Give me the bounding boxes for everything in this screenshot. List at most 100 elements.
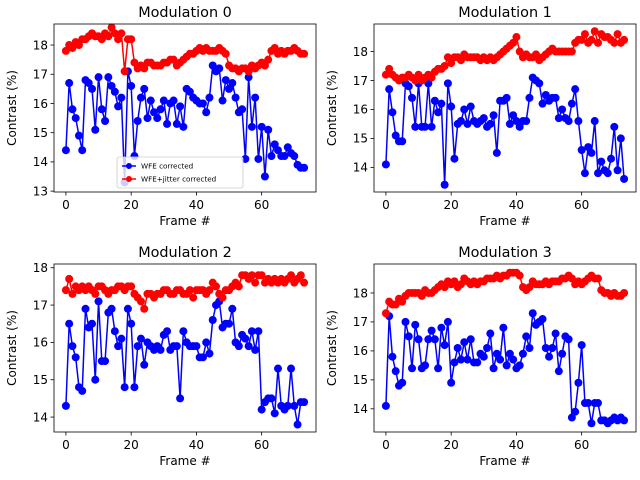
data-point	[123, 304, 132, 313]
data-point	[401, 317, 410, 326]
data-point	[440, 180, 449, 189]
data-point	[136, 297, 145, 306]
y-tick-label: 17	[33, 298, 48, 312]
data-point	[391, 367, 400, 376]
y-tick-label: 15	[353, 132, 368, 146]
data-point	[225, 319, 234, 328]
chart-title: Modulation 3	[458, 245, 552, 261]
data-point	[522, 117, 531, 126]
data-point	[185, 286, 194, 295]
data-point	[192, 342, 201, 351]
data-point	[176, 102, 185, 111]
data-point	[94, 73, 103, 82]
x-tick-label: 20	[444, 198, 459, 212]
data-point	[610, 122, 619, 131]
data-point	[267, 394, 276, 403]
data-point	[620, 174, 629, 183]
data-point	[205, 349, 214, 358]
data-point	[385, 85, 394, 94]
x-tick-label: 0	[382, 438, 390, 452]
data-point	[68, 43, 77, 52]
data-point	[489, 111, 498, 120]
data-point	[528, 309, 537, 318]
data-point	[300, 398, 309, 407]
data-point	[613, 30, 622, 39]
data-point	[127, 282, 136, 291]
data-point	[545, 352, 554, 361]
data-point	[270, 409, 279, 418]
data-point	[74, 41, 83, 50]
data-point	[221, 76, 230, 85]
data-point	[205, 286, 214, 295]
data-point	[381, 160, 390, 169]
data-point	[587, 419, 596, 428]
data-point	[163, 119, 172, 128]
y-tick-label: 18	[33, 38, 48, 52]
x-tick-label: 60	[254, 438, 269, 452]
data-point	[127, 81, 136, 90]
data-point	[473, 358, 482, 367]
data-point	[479, 114, 488, 123]
data-point	[267, 152, 276, 161]
data-point	[212, 282, 220, 291]
data-point	[558, 105, 567, 114]
data-point	[146, 96, 155, 105]
data-point	[411, 122, 420, 131]
data-point	[114, 35, 123, 44]
data-point	[574, 378, 583, 387]
data-point	[61, 401, 70, 410]
y-tick-label: 13	[33, 184, 48, 198]
data-point	[538, 315, 547, 324]
chart-title: Modulation 0	[138, 5, 232, 21]
data-point	[580, 30, 589, 39]
y-tick-label: 15	[33, 373, 48, 387]
data-point	[264, 55, 273, 64]
x-tick-label: 20	[124, 438, 139, 452]
data-point	[580, 169, 589, 178]
data-point	[97, 35, 106, 44]
data-point	[450, 358, 459, 367]
data-point	[460, 105, 469, 114]
data-point	[525, 93, 534, 102]
data-point	[620, 416, 629, 425]
y-tick-label: 16	[353, 344, 368, 358]
data-point	[65, 274, 74, 283]
data-point	[247, 271, 256, 280]
data-point	[463, 119, 472, 128]
data-point	[584, 399, 593, 408]
data-point	[264, 125, 273, 134]
data-point	[590, 117, 599, 126]
data-point	[163, 327, 172, 336]
data-point	[554, 114, 563, 123]
data-point	[172, 119, 181, 128]
x-tick-label: 40	[189, 198, 204, 212]
data-point	[218, 96, 227, 105]
data-point	[408, 93, 417, 102]
data-point	[140, 360, 149, 369]
data-point	[381, 309, 390, 318]
data-point	[509, 355, 518, 364]
data-point	[381, 401, 390, 410]
data-point	[202, 108, 211, 117]
data-point	[450, 154, 459, 163]
data-point	[567, 274, 576, 283]
data-point	[411, 320, 420, 329]
x-axis-label: Frame #	[159, 454, 210, 468]
data-point	[587, 148, 596, 157]
panel-3: 0 20 40 60 14 15 16 17 18 Modulation 3 Frame # Cont…	[325, 245, 637, 468]
data-point	[283, 401, 292, 410]
data-point	[234, 342, 243, 351]
data-point	[283, 143, 292, 152]
data-point	[388, 352, 397, 361]
data-point	[159, 96, 168, 105]
data-point	[94, 297, 103, 306]
data-point	[107, 23, 116, 32]
data-point	[398, 378, 407, 387]
x-tick-label: 60	[574, 198, 589, 212]
data-point	[427, 122, 436, 131]
data-point	[176, 394, 185, 403]
data-point	[68, 105, 77, 114]
data-point	[496, 355, 505, 364]
data-point	[205, 93, 214, 102]
